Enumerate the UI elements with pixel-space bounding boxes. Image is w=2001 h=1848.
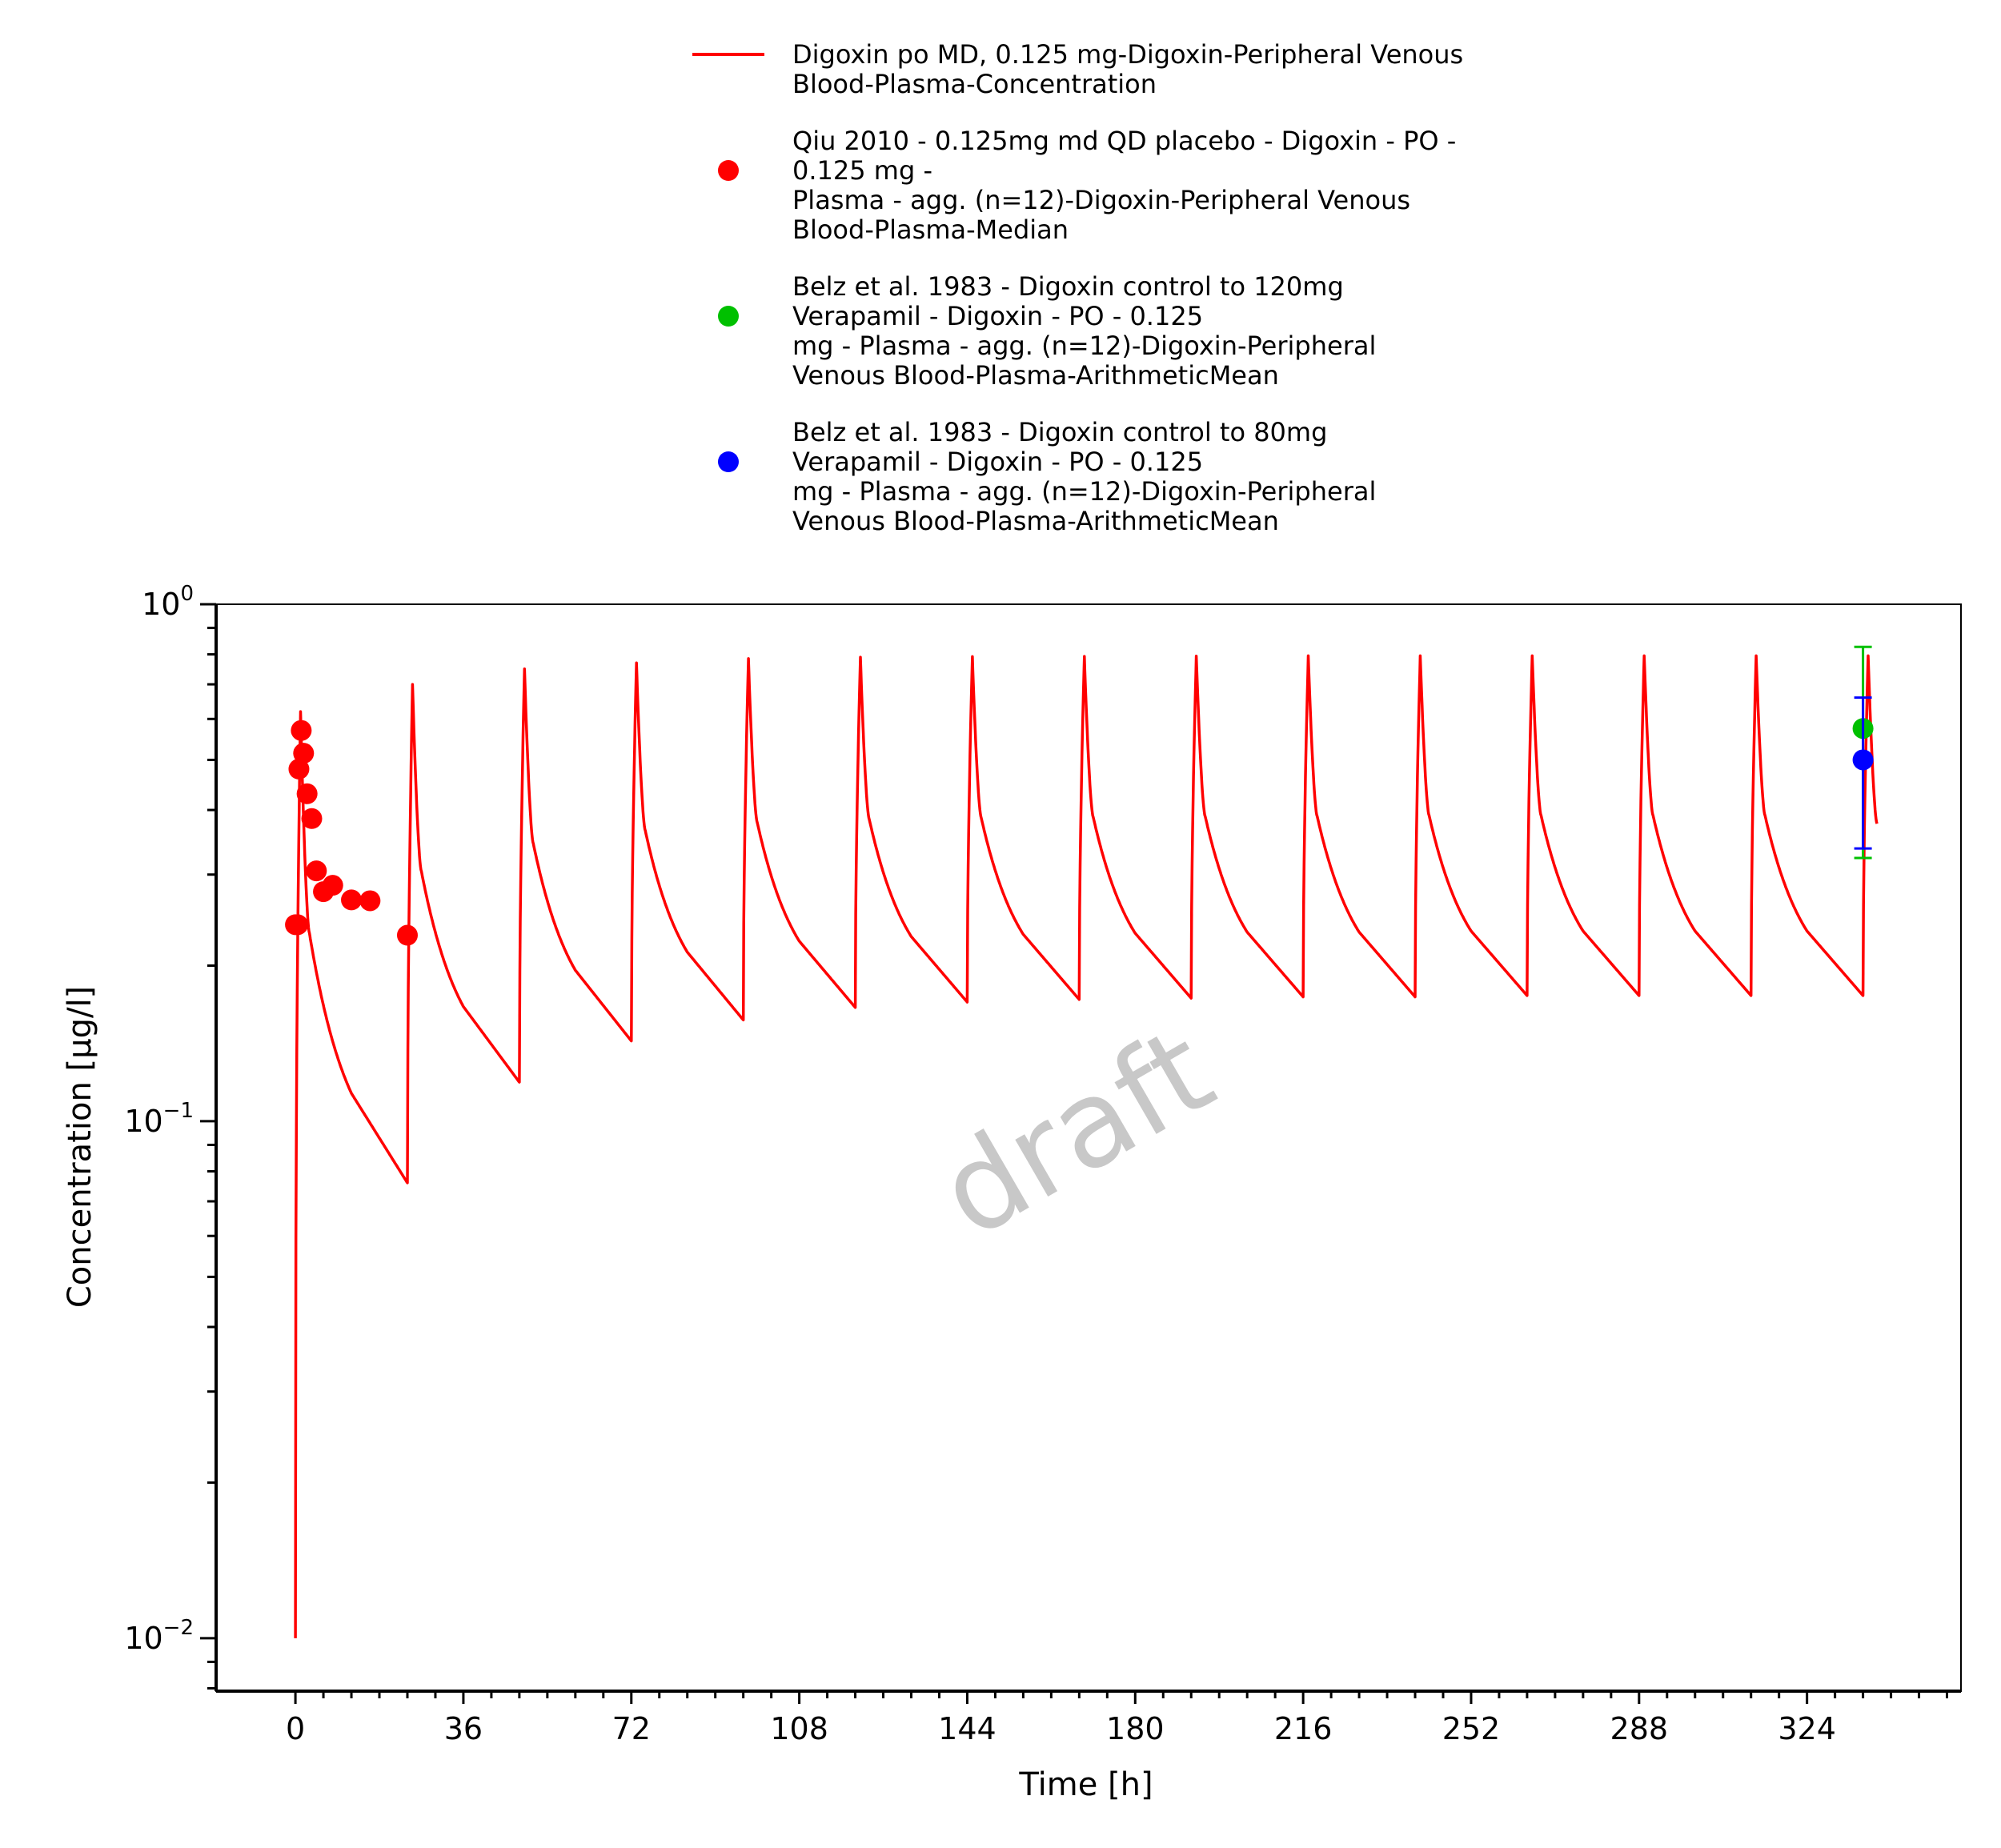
watermark: draft bbox=[917, 1001, 1235, 1265]
y-axis: 100 10−1 10−2 bbox=[124, 582, 218, 1691]
legend-dot-marker bbox=[718, 160, 739, 181]
data-point-qiu-2010 bbox=[287, 914, 309, 936]
y-tick-label: 100 bbox=[142, 582, 194, 622]
y-axis-title: Concentration [µg/l] bbox=[62, 986, 98, 1308]
legend-item-simulation: Digoxin po MD, 0.125 mg-Digoxin-Peripher… bbox=[688, 40, 1489, 99]
y-tick-label: 10−1 bbox=[124, 1099, 194, 1139]
data-point-qiu-2010 bbox=[301, 808, 323, 829]
data-point-qiu-2010 bbox=[341, 889, 363, 911]
legend-line-marker bbox=[692, 53, 764, 56]
x-tick-label: 144 bbox=[938, 1711, 996, 1746]
series-layer bbox=[285, 645, 1879, 1638]
legend-item-belz-120mg: Belz et al. 1983 - Digoxin control to 12… bbox=[688, 272, 1489, 391]
legend-dot-marker bbox=[718, 451, 739, 472]
data-point-qiu-2010 bbox=[396, 924, 418, 946]
x-tick-label: 108 bbox=[770, 1711, 828, 1746]
x-tick-label: 324 bbox=[1778, 1711, 1836, 1746]
data-point-qiu-2010 bbox=[288, 758, 310, 780]
data-point-qiu-2010 bbox=[322, 875, 343, 896]
legend-label: Belz et al. 1983 - Digoxin control to 80… bbox=[792, 417, 1377, 536]
x-tick-label: 180 bbox=[1106, 1711, 1165, 1746]
x-tick-label: 216 bbox=[1274, 1711, 1333, 1746]
data-point-qiu-2010 bbox=[359, 890, 381, 912]
data-point-qiu-2010 bbox=[291, 720, 312, 741]
x-axis-title: Time [h] bbox=[1018, 1766, 1153, 1803]
x-tick-label: 36 bbox=[444, 1711, 483, 1746]
legend-label: Belz et al. 1983 - Digoxin control to 12… bbox=[792, 271, 1377, 391]
legend: Digoxin po MD, 0.125 mg-Digoxin-Peripher… bbox=[688, 40, 1489, 563]
simulation-line bbox=[294, 654, 1879, 1638]
x-tick-label: 72 bbox=[612, 1711, 651, 1746]
x-tick-label: 252 bbox=[1442, 1711, 1501, 1746]
data-point-qiu-2010 bbox=[296, 783, 318, 804]
x-tick-label: 288 bbox=[1610, 1711, 1669, 1746]
legend-dot-marker bbox=[718, 306, 739, 327]
data-point-belz-80mg bbox=[1852, 749, 1874, 771]
legend-label: Digoxin po MD, 0.125 mg-Digoxin-Peripher… bbox=[792, 39, 1464, 99]
y-tick-label: 10−2 bbox=[124, 1616, 194, 1656]
legend-label: Qiu 2010 - 0.125mg md QD placebo - Digox… bbox=[792, 126, 1457, 245]
legend-item-qiu-2010: Qiu 2010 - 0.125mg md QD placebo - Digox… bbox=[688, 126, 1489, 245]
data-point-qiu-2010 bbox=[306, 860, 327, 882]
data-point-qiu-2010 bbox=[293, 743, 315, 764]
x-tick-label: 0 bbox=[286, 1711, 305, 1746]
legend-item-belz-80mg: Belz et al. 1983 - Digoxin control to 80… bbox=[688, 418, 1489, 536]
x-axis: 0 36 72 108 144 180 216 252 288 324 bbox=[216, 1690, 1961, 1746]
